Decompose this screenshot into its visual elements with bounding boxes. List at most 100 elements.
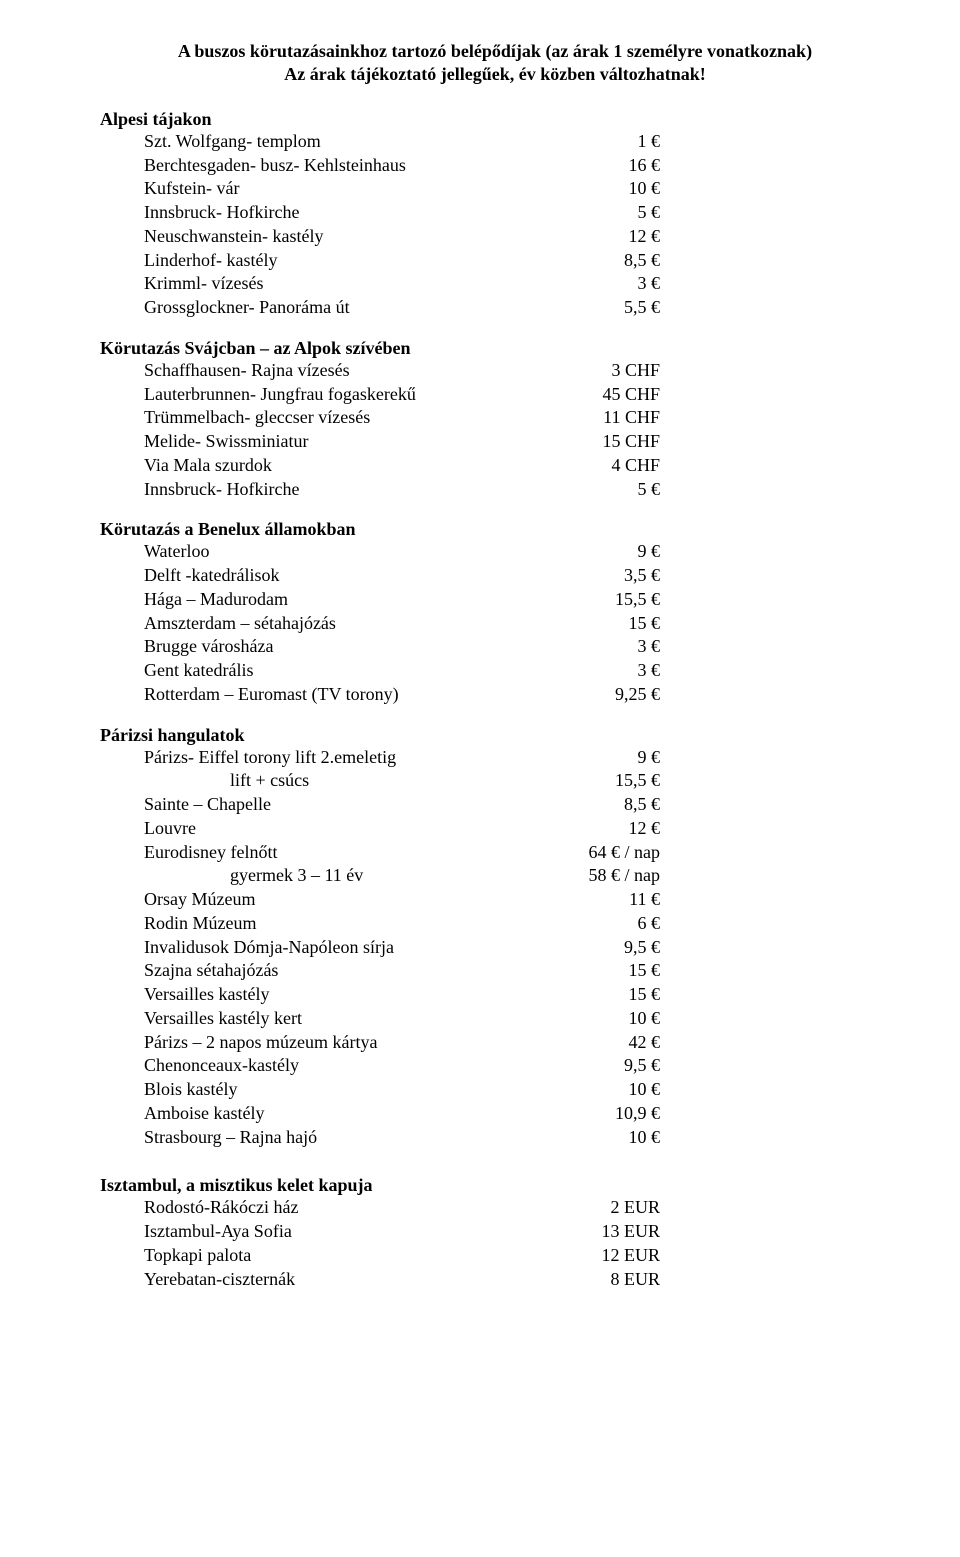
price-row: Párizs- Eiffel torony lift 2.emeletig9 €	[100, 746, 890, 770]
price-row: Szajna sétahajózás 15 €	[100, 959, 890, 983]
price-value: 9,5 €	[540, 1054, 890, 1078]
price-label: Rotterdam – Euromast (TV torony)	[100, 683, 399, 707]
price-value: 3,5 €	[540, 564, 890, 588]
price-value: 15,5 €	[540, 769, 890, 793]
price-label: Isztambul-Aya Sofia	[100, 1220, 292, 1244]
price-value: 9,25 €	[540, 683, 890, 707]
price-row: gyermek 3 – 11 év58 € / nap	[100, 864, 890, 888]
price-label: Berchtesgaden- busz- Kehlsteinhaus	[100, 154, 406, 178]
price-row: Rotterdam – Euromast (TV torony) 9,25 €	[100, 683, 890, 707]
price-label: Eurodisney felnőtt	[100, 841, 277, 865]
price-label: Rodin Múzeum	[100, 912, 257, 936]
price-row: Lauterbrunnen- Jungfrau fogaskerekű 45 CH…	[100, 383, 890, 407]
price-label: Trümmelbach- gleccser vízesés	[100, 406, 370, 430]
price-label: Sainte – Chapelle	[100, 793, 271, 817]
price-label: Schaffhausen- Rajna vízesés	[100, 359, 350, 383]
price-value: 12 €	[540, 225, 890, 249]
price-label: gyermek 3 – 11 év	[100, 864, 363, 888]
price-label: Szajna sétahajózás	[100, 959, 278, 983]
price-value: 4 CHF	[540, 454, 890, 478]
price-row: Gent katedrális 3 €	[100, 659, 890, 683]
price-value: 3 €	[540, 659, 890, 683]
price-row: Waterloo 9 €	[100, 540, 890, 564]
price-value: 6 €	[540, 912, 890, 936]
price-label: Chenonceaux-kastély	[100, 1054, 299, 1078]
price-value: 5 €	[540, 478, 890, 502]
price-row: Krimml- vízesés 3 €	[100, 272, 890, 296]
price-label: Innsbruck- Hofkirche	[100, 201, 299, 225]
price-row: Versailles kastély kert10 €	[100, 1007, 890, 1031]
price-row: Orsay Múzeum11 €	[100, 888, 890, 912]
price-label: Hága – Madurodam	[100, 588, 288, 612]
price-row: Melide- Swissminiatur15 CHF	[100, 430, 890, 454]
price-row: Amszterdam – sétahajózás15 €	[100, 612, 890, 636]
price-value: 3 CHF	[540, 359, 890, 383]
section-heading-parizs: Párizsi hangulatok	[100, 725, 890, 746]
price-row: Delft -katedrálisok3,5 €	[100, 564, 890, 588]
price-value: 9,5 €	[540, 936, 890, 960]
price-value: 15,5 €	[540, 588, 890, 612]
price-value: 10 €	[540, 1078, 890, 1102]
price-label: Linderhof- kastély	[100, 249, 277, 273]
price-label: Szt. Wolfgang- templom	[100, 130, 321, 154]
price-label: Versailles kastély	[100, 983, 269, 1007]
price-row: Via Mala szurdok 4 CHF	[100, 454, 890, 478]
price-value: 3 €	[540, 272, 890, 296]
price-value: 9 €	[540, 746, 890, 770]
price-value: 64 € / nap	[540, 841, 890, 865]
price-value: 11 €	[540, 888, 890, 912]
price-row: Rodin Múzeum 6 €	[100, 912, 890, 936]
price-label: Kufstein- vár	[100, 177, 239, 201]
price-row: Blois kastély10 €	[100, 1078, 890, 1102]
price-label: Amboise kastély	[100, 1102, 264, 1126]
price-value: 15 €	[540, 959, 890, 983]
price-value: 15 €	[540, 612, 890, 636]
price-row: Kufstein- vár 10 €	[100, 177, 890, 201]
price-row: Amboise kastély10,9 €	[100, 1102, 890, 1126]
price-label: Lauterbrunnen- Jungfrau fogaskerekű	[100, 383, 416, 407]
price-row: Neuschwanstein- kastély 12 €	[100, 225, 890, 249]
section-heading-svajc: Körutazás Svájcban – az Alpok szívében	[100, 338, 890, 359]
price-value: 10 €	[540, 1007, 890, 1031]
price-value: 8 EUR	[540, 1268, 890, 1292]
price-row: lift + csúcs 15,5 €	[100, 769, 890, 793]
price-label: Rodostó-Rákóczi ház	[100, 1196, 298, 1220]
section-heading-benelux: Körutazás a Benelux államokban	[100, 519, 890, 540]
price-row: Sainte – Chapelle 8,5 €	[100, 793, 890, 817]
price-row: Rodostó-Rákóczi ház 2 EUR	[100, 1196, 890, 1220]
price-label: Yerebatan-ciszternák	[100, 1268, 295, 1292]
price-row: Invalidusok Dómja-Napóleon sírja 9,5 €	[100, 936, 890, 960]
price-label: Waterloo	[100, 540, 210, 564]
price-label: Neuschwanstein- kastély	[100, 225, 323, 249]
price-value: 2 EUR	[540, 1196, 890, 1220]
section-heading-alpesi: Alpesi tájakon	[100, 109, 890, 130]
price-value: 10 €	[540, 1126, 890, 1150]
price-label: Invalidusok Dómja-Napóleon sírja	[100, 936, 394, 960]
price-value: 12 €	[540, 817, 890, 841]
price-value: 12 EUR	[540, 1244, 890, 1268]
price-value: 10 €	[540, 177, 890, 201]
price-row: Trümmelbach- gleccser vízesés11 CHF	[100, 406, 890, 430]
price-row: Párizs – 2 napos múzeum kártya42 €	[100, 1031, 890, 1055]
price-label: lift + csúcs	[100, 769, 309, 793]
price-row: Brugge városháza3 €	[100, 635, 890, 659]
price-row: Eurodisney felnőtt 64 € / nap	[100, 841, 890, 865]
price-value: 42 €	[540, 1031, 890, 1055]
title-line1: A buszos körutazásainkhoz tartozó belépő…	[178, 41, 812, 61]
price-row: Louvre12 €	[100, 817, 890, 841]
price-row: Innsbruck- Hofkirche5 €	[100, 478, 890, 502]
price-label: Grossglockner- Panoráma út	[100, 296, 350, 320]
price-label: Via Mala szurdok	[100, 454, 272, 478]
price-label: Topkapi palota	[100, 1244, 251, 1268]
price-label: Krimml- vízesés	[100, 272, 263, 296]
price-label: Gent katedrális	[100, 659, 253, 683]
price-value: 9 €	[540, 540, 890, 564]
price-value: 45 CHF	[540, 383, 890, 407]
price-value: 3 €	[540, 635, 890, 659]
price-row: Berchtesgaden- busz- Kehlsteinhaus16 €	[100, 154, 890, 178]
price-row: Yerebatan-ciszternák 8 EUR	[100, 1268, 890, 1292]
price-value: 5 €	[540, 201, 890, 225]
price-value: 8,5 €	[540, 793, 890, 817]
price-value: 8,5 €	[540, 249, 890, 273]
price-row: Grossglockner- Panoráma út5,5 €	[100, 296, 890, 320]
